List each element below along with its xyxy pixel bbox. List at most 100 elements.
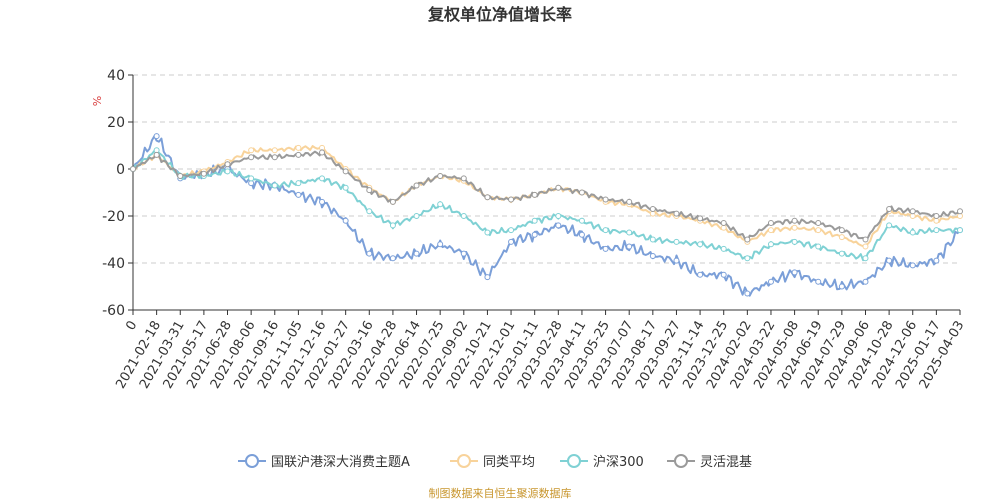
y-tick-label: 0 [116,162,125,178]
data-point [413,213,420,219]
data-point [248,147,255,154]
series-group [130,133,963,297]
data-point [295,151,302,158]
data-point [933,257,940,264]
legend-label: 国联沪港深大消费主题A [271,454,410,470]
data-point [862,278,869,285]
data-point [366,208,373,215]
data-point [224,168,231,175]
data-point [673,257,680,264]
data-point [177,173,184,180]
legend-label: 沪深300 [593,454,644,470]
data-point [815,227,822,234]
data-point [366,187,373,194]
data-point [957,208,963,215]
data-point [578,217,585,224]
data-point [767,278,774,285]
series-line [132,149,961,243]
data-point [319,198,326,205]
data-point [933,227,940,234]
data-point [626,243,633,250]
data-point [673,210,680,217]
data-point [791,238,798,245]
legend-circle-icon [567,454,581,468]
data-point [271,182,278,189]
data-point [886,205,893,212]
data-point [248,154,255,161]
data-point [815,243,822,250]
data-point [389,222,396,229]
data-point [838,234,845,241]
legend-item[interactable]: 沪深300 [560,454,644,470]
data-point [319,175,326,182]
data-point [957,227,963,234]
series-layer [130,133,963,297]
data-point [578,189,585,196]
data-point [933,213,940,219]
grid-lines [133,74,960,264]
data-point [319,149,326,156]
data-point [720,245,727,252]
data-point [460,213,467,219]
data-point [649,252,656,259]
data-point [224,161,231,168]
data-point [602,196,609,203]
legend-circle-icon [457,454,471,468]
legend-item[interactable]: 国联沪港深大消费主题A [238,454,410,470]
data-point [909,208,916,215]
y-tick-label: -60 [102,303,125,319]
x-tick-label: 0 [123,319,140,334]
legend-item[interactable]: 灵活混基 [667,454,752,470]
data-point [484,274,491,281]
data-point [531,231,538,238]
series-line [132,145,961,248]
data-point [697,271,704,278]
data-point [815,220,822,227]
data-point [531,191,538,198]
y-axis-unit: % [91,96,104,106]
data-point [460,250,467,257]
data-point [295,191,302,198]
data-point [791,224,798,231]
data-point [531,217,538,224]
series-line [132,135,961,297]
chart-title: 复权单位净值增长率 [427,5,572,24]
data-point [437,173,444,180]
data-point [838,283,845,290]
data-point [437,241,444,248]
data-point [555,184,562,191]
data-point [744,255,751,262]
legend-circle-icon [245,454,259,468]
data-point [886,257,893,264]
data-point [767,241,774,248]
data-point [626,198,633,205]
data-point [555,213,562,219]
y-axis: 40 20 0 -20 -40 -60 [102,68,134,319]
legend[interactable]: 国联沪港深大消费主题A 同类平均 沪深300 灵活混基 [238,454,752,470]
series-group [130,149,963,243]
y-tick-label: 40 [107,68,125,84]
data-point [626,229,633,236]
data-point [838,250,845,257]
data-point [153,151,160,158]
data-point [791,217,798,224]
data-point [389,198,396,205]
data-point [366,250,373,257]
data-point [437,201,444,208]
data-point [673,238,680,245]
series-line [132,150,961,262]
legend-item[interactable]: 同类平均 [450,454,535,470]
data-point [767,227,774,234]
data-point [862,236,869,243]
data-point [271,147,278,154]
data-point [484,229,491,236]
data-point [508,238,515,245]
data-point [555,222,562,229]
data-point [271,154,278,161]
data-point [862,243,869,250]
series-group [130,144,963,250]
data-point [791,269,798,276]
data-point [153,133,160,140]
data-point [578,231,585,238]
